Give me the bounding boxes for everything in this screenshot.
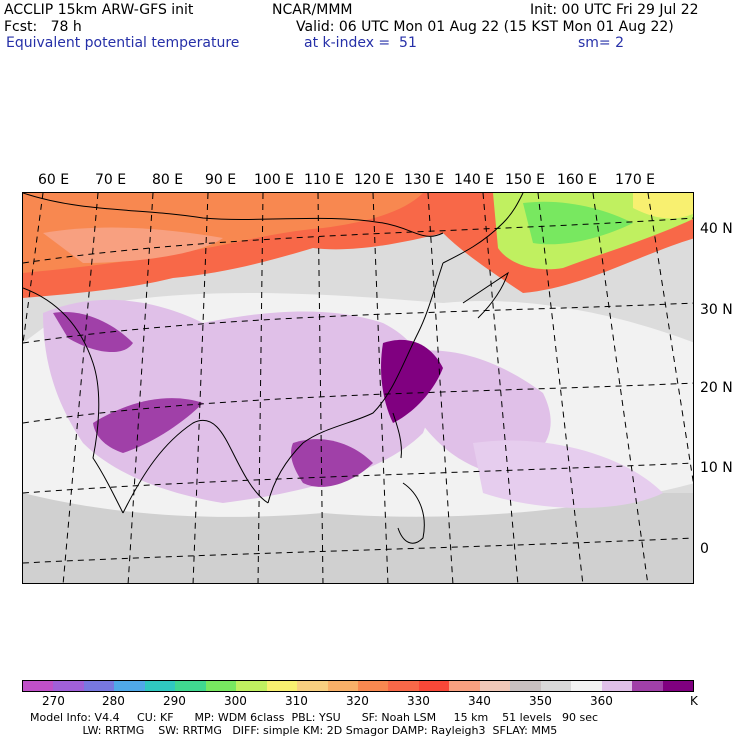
lon-label: 130 E — [404, 172, 445, 188]
lon-label: 100 E — [254, 172, 295, 188]
colorbar-tick: 270 — [42, 694, 65, 708]
lat-label: 20 N — [700, 380, 733, 396]
header-valid: Valid: 06 UTC Mon 01 Aug 22 (15 KST Mon … — [296, 19, 674, 35]
colorbar-unit: K — [690, 694, 698, 708]
header-level: at k-index = 51 — [304, 35, 417, 51]
coastline-japan — [462, 271, 509, 319]
colorbar-tick: 360 — [590, 694, 613, 708]
colorbar-segment — [632, 681, 663, 691]
colorbar-segment — [83, 681, 115, 691]
coastline-china — [267, 262, 444, 504]
lon-label: 170 E — [615, 172, 656, 188]
colorbar-segment — [114, 681, 145, 691]
colorbar-segment — [571, 681, 602, 691]
colorbar-segment — [205, 681, 237, 691]
monsoon-core-east — [381, 339, 443, 423]
lat-label: 0 — [700, 541, 709, 557]
colorbar-tick: 350 — [529, 694, 552, 708]
colorbar-segment — [266, 681, 298, 691]
colorbar-segment — [449, 681, 480, 691]
header-field: Equivalent potential temperature — [6, 35, 240, 51]
light-purple-zone — [473, 440, 663, 508]
colorbar-tick: 280 — [102, 694, 125, 708]
map-panel[interactable] — [22, 192, 694, 584]
colorbar-segment — [418, 681, 450, 691]
colorbar-segment — [662, 681, 693, 691]
coastline-north — [442, 193, 524, 264]
coastline-bay — [122, 419, 269, 514]
colorbar-segment — [601, 681, 633, 691]
colorbar-segment — [53, 681, 84, 691]
grid-lines — [23, 193, 693, 583]
colorbar-segment — [357, 681, 389, 691]
lon-label: 70 E — [95, 172, 127, 188]
coastline-taiwan — [392, 412, 402, 459]
lon-label: 120 E — [354, 172, 395, 188]
colorbar-segment — [297, 681, 328, 691]
coastlines — [23, 193, 524, 544]
colorbar-tick: 300 — [224, 694, 247, 708]
lon-label: 160 E — [557, 172, 598, 188]
cool-core — [523, 201, 633, 245]
colorbar — [22, 680, 694, 692]
lon-label: 90 E — [205, 172, 237, 188]
model-info-line2: LW: RRTMG SW: RRTMG DIFF: simple KM: 2D … — [30, 724, 558, 737]
colorbar-tick: 340 — [468, 694, 491, 708]
lon-label: 80 E — [152, 172, 184, 188]
lon-label: 140 E — [454, 172, 495, 188]
coastline-philippines — [397, 482, 425, 544]
header-title: ACCLIP 15km ARW-GFS init — [4, 2, 194, 18]
colorbar-segment — [479, 681, 511, 691]
lon-label: 150 E — [505, 172, 546, 188]
colorbar-tick: 320 — [346, 694, 369, 708]
colorbar-segment — [510, 681, 541, 691]
monsoon-core-west — [53, 312, 133, 353]
lat-label: 30 N — [700, 302, 733, 318]
monsoon-core-scs — [291, 439, 373, 487]
lat-label: 10 N — [700, 460, 733, 476]
header-center: NCAR/MMM — [272, 2, 353, 18]
colorbar-segment — [236, 681, 267, 691]
colorbar-segment — [327, 681, 358, 691]
colorbar-tick: 290 — [163, 694, 186, 708]
header-forecast: Fcst: 78 h — [4, 19, 82, 35]
header-smoothing: sm= 2 — [578, 35, 625, 51]
colorbar-segment — [175, 681, 206, 691]
colorbar-segment — [23, 681, 54, 691]
lon-label: 60 E — [38, 172, 70, 188]
colorbar-tick: 310 — [285, 694, 308, 708]
header-init: Init: 00 UTC Fri 29 Jul 22 — [530, 2, 699, 18]
lon-label: 110 E — [304, 172, 345, 188]
border-north — [23, 193, 444, 237]
monsoon-core-india — [93, 398, 203, 453]
colorbar-tick: 330 — [407, 694, 430, 708]
colorbar-segment — [540, 681, 572, 691]
lat-label: 40 N — [700, 221, 733, 237]
theta-e-field — [23, 193, 693, 583]
yellow-patch — [633, 193, 693, 219]
model-info-line1: Model Info: V4.4 CU: KF MP: WDM 6class P… — [30, 711, 599, 724]
warm-patch — [43, 227, 223, 263]
colorbar-segment — [144, 681, 176, 691]
colorbar-segment — [388, 681, 419, 691]
coastline-india-west — [23, 287, 124, 514]
